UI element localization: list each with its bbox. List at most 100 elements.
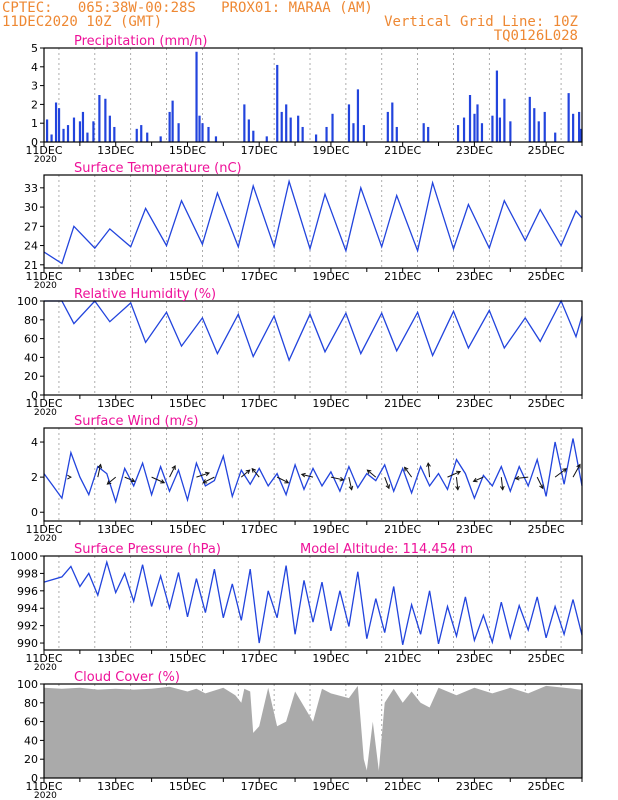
x-tick-label: 23DEC — [456, 523, 493, 536]
y-tick-label: 1 — [31, 117, 38, 130]
series-line — [43, 438, 583, 505]
y-tick-label: 996 — [17, 585, 38, 598]
precip-bar — [498, 117, 502, 142]
y-tick-label: 20 — [24, 370, 38, 383]
series-line — [43, 178, 583, 265]
header-location: CPTEC: 065:38W-00:28S PROX01: MARAA (AM) — [2, 0, 373, 16]
x-tick-label: 17DEC — [241, 397, 278, 410]
precip-bar — [578, 111, 581, 142]
wind-arrow — [536, 476, 544, 489]
x-tick-label: 23DEC — [456, 144, 493, 157]
panel-annotation: Model Altitude: 114.454 m — [300, 542, 473, 557]
precip-bar — [113, 126, 116, 142]
wind-arrow — [455, 477, 459, 490]
wind-arrow — [473, 476, 484, 482]
x-tick-label: 19DEC — [312, 397, 349, 410]
precip-bar — [462, 117, 466, 142]
x-tick-label: 21DEC — [384, 652, 421, 665]
x-year-label: 2020 — [34, 281, 57, 291]
x-tick-label: 21DEC — [384, 397, 421, 410]
x-tick-label: 25DEC — [528, 270, 565, 283]
wind-arrow — [554, 468, 567, 478]
precip-bar — [297, 115, 300, 142]
precip-bar — [395, 126, 398, 142]
precip-bar — [54, 102, 58, 142]
precip-bar — [391, 102, 394, 142]
precip-bar — [480, 123, 484, 142]
x-tick-label: 19DEC — [312, 652, 349, 665]
precip-bar — [528, 96, 531, 142]
precip-bar — [533, 108, 536, 142]
panel-frame — [43, 174, 583, 269]
y-tick-label: 80 — [24, 697, 38, 710]
wind-arrow — [202, 476, 215, 484]
series-line — [43, 559, 583, 645]
wind-arrow — [330, 476, 344, 481]
wind-arrowhead — [562, 468, 568, 473]
header-grid-line: Vertical Grid Line: 10Z — [384, 14, 578, 30]
wind-arrowhead — [284, 479, 290, 484]
x-tick-label: 13DEC — [97, 144, 134, 157]
x-tick-label: 13DEC — [97, 397, 134, 410]
x-tick-label: 21DEC — [384, 144, 421, 157]
x-tick-label: 17DEC — [241, 652, 278, 665]
wind-arrowhead — [160, 479, 166, 484]
x-tick-label: 21DEC — [384, 780, 421, 793]
x-tick-label: 11DEC — [25, 780, 62, 793]
wind-arrow — [515, 476, 529, 480]
y-tick-label: 20 — [24, 753, 38, 766]
y-tick-label: 60 — [24, 333, 38, 346]
x-tick-label: 25DEC — [528, 397, 565, 410]
x-tick-label: 19DEC — [312, 523, 349, 536]
panel-title: Surface Pressure (hPa) — [74, 542, 221, 557]
precip-bar — [177, 123, 180, 142]
x-tick-label: 17DEC — [241, 780, 278, 793]
wind-arrowhead — [97, 463, 103, 469]
wind-arrow — [97, 464, 102, 478]
x-tick-label: 13DEC — [97, 270, 134, 283]
x-tick-label: 11DEC — [25, 270, 62, 283]
wind-arrowhead — [300, 472, 306, 478]
x-tick-label: 17DEC — [241, 144, 278, 157]
precip-bar — [491, 115, 494, 142]
precip-bar — [98, 95, 101, 142]
cloud-cover-area — [44, 685, 582, 778]
precip-bar — [347, 104, 351, 142]
wind-arrow — [251, 468, 260, 478]
wind-arrow — [169, 465, 176, 478]
precip-bar — [104, 98, 107, 142]
x-tick-label: 25DEC — [528, 652, 565, 665]
wind-arrow — [572, 464, 581, 478]
panel-frame — [43, 683, 583, 779]
precip-bar — [422, 123, 425, 142]
precip-bar — [214, 136, 218, 142]
precip-bar — [207, 126, 210, 142]
x-tick-label: 19DEC — [312, 144, 349, 157]
y-tick-label: 994 — [17, 602, 38, 615]
precip-bar — [537, 121, 540, 142]
precip-bar — [135, 128, 138, 142]
precip-bar — [386, 111, 389, 142]
y-tick-label: 4 — [31, 61, 38, 74]
wind-arrowhead — [539, 484, 544, 490]
wind-arrowhead — [245, 469, 251, 475]
x-tick-label: 23DEC — [456, 652, 493, 665]
wind-arrow — [240, 469, 250, 478]
y-tick-label: 998 — [17, 567, 38, 580]
wind-arrow — [301, 473, 314, 478]
x-tick-label: 15DEC — [169, 144, 206, 157]
precip-bar — [427, 126, 430, 142]
precip-bar — [285, 104, 288, 142]
wind-arrowhead — [205, 471, 211, 477]
y-tick-label: 992 — [17, 620, 38, 633]
wind-arrowhead — [455, 485, 460, 491]
wind-arrowhead — [348, 485, 354, 491]
precip-bar — [476, 104, 479, 142]
precip-bar — [72, 117, 76, 142]
precip-bar — [543, 111, 546, 142]
precip-bar — [456, 125, 460, 142]
x-tick-label: 19DEC — [312, 780, 349, 793]
y-tick-label: 100 — [17, 295, 38, 308]
precip-bar — [50, 134, 53, 142]
wind-arrowhead — [171, 464, 176, 470]
